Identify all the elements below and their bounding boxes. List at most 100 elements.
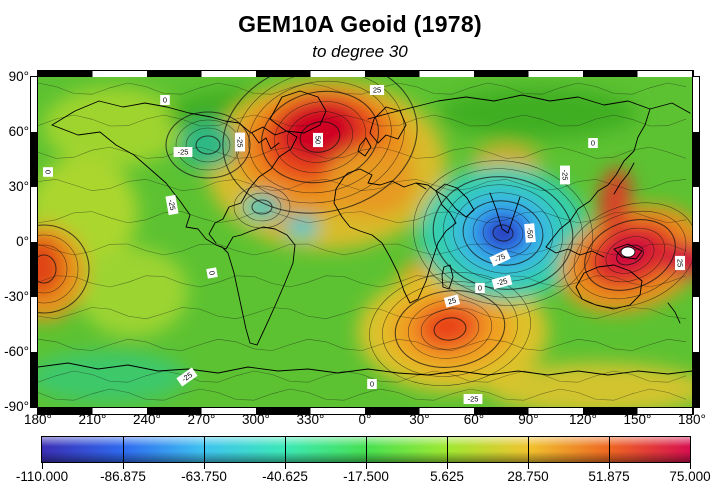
contour-ring [595, 227, 665, 283]
geoid-anomaly-blob [78, 247, 188, 337]
geoid-anomaly-blob [38, 351, 188, 403]
contour-ring [38, 234, 79, 304]
contour-ring [242, 192, 282, 222]
colorbar-tick-label: -17.500 [343, 469, 389, 484]
contour-ring [452, 192, 554, 274]
x-axis-tick-label: 270° [187, 412, 216, 427]
contour-label-box [443, 294, 461, 308]
colorbar-tick-label: 5.625 [430, 469, 464, 484]
colorbar-tick-line [528, 436, 529, 463]
contour-label-text: 0 [370, 380, 374, 389]
coastline [369, 106, 407, 144]
geoid-anomaly-blob [38, 237, 64, 297]
colorbar-tick-mark [204, 463, 205, 469]
y-axis-tick-label: -30° [4, 289, 29, 304]
contour-label-text: -25 [468, 395, 479, 404]
colorbar-tick-line [447, 436, 448, 463]
contour-ring [38, 244, 68, 294]
contour-label-text: -25 [236, 137, 245, 148]
x-axis-tick-label: 180° [678, 412, 706, 427]
contour-ring [222, 77, 418, 214]
map-frame-bottom [37, 407, 694, 415]
geoid-anomaly-blob [279, 100, 359, 162]
contour-label-box [369, 85, 385, 95]
contour-ring [492, 224, 514, 242]
contour-label-box [475, 283, 485, 293]
geoid-anomaly-blob [429, 312, 465, 340]
colorbar-tick-label: 75.000 [669, 469, 711, 484]
colorbar-tick-label: -40.625 [262, 469, 308, 484]
colorbar-tick-line [123, 436, 124, 463]
contour-label-box [206, 267, 218, 279]
y-axis-tick-label: 90° [8, 69, 29, 84]
contour-label-box [160, 95, 170, 105]
contour-ring [605, 236, 655, 274]
contour-ring [299, 121, 341, 153]
contour-label: -50 [524, 223, 536, 243]
contour-label: 0 [43, 167, 53, 177]
contour-label-box [675, 255, 685, 271]
contour-label-text: -25 [496, 276, 509, 287]
contour-label: 25 [369, 85, 385, 95]
coastline [38, 362, 692, 376]
contour-line [38, 307, 687, 320]
y-axis-tick-label: 0° [16, 234, 29, 249]
colorbar-tick-line [609, 436, 610, 463]
geoid-anomaly-blob [438, 87, 638, 139]
geoid-max-marker [620, 246, 636, 258]
colorbar-tick-mark [123, 463, 124, 469]
contour-ring [462, 200, 544, 266]
contour-ring [413, 160, 593, 306]
colorbar-tick-mark [42, 463, 43, 469]
contour-label: -75 [489, 249, 511, 267]
y-axis-tick-label: -60° [4, 344, 29, 359]
contour-label-text: -50 [525, 227, 535, 239]
contour-label-text: 25 [676, 259, 685, 267]
contour-label-text: 0 [591, 139, 595, 148]
x-axis-tick-label: 120° [569, 412, 597, 427]
geoid-anomaly-blob [178, 121, 238, 169]
x-axis-tick-label: 300° [242, 412, 270, 427]
page-title: GEM10A Geoid (1978) [238, 11, 482, 37]
contour-ring [195, 135, 221, 155]
contour-label-box [489, 249, 511, 267]
contour-ring [38, 254, 57, 284]
colorbar-tick-label: 28.750 [507, 469, 549, 484]
contour-ring [563, 202, 692, 308]
coastline [357, 137, 372, 157]
contour-ring [423, 168, 583, 298]
y-axis-tick-label: 60° [8, 124, 29, 139]
contour-label: -25 [176, 367, 198, 387]
contour-label-box [560, 165, 570, 185]
colorbar-tick-mark [528, 463, 529, 469]
contour-ring [233, 185, 291, 229]
contour-label: -25 [165, 194, 179, 216]
coastline [441, 264, 454, 290]
contour-ring [382, 281, 518, 377]
contour-label-box [524, 223, 536, 243]
coastline [251, 132, 280, 150]
colorbar-tick-label: -63.750 [181, 469, 227, 484]
contour-label: 0 [367, 379, 377, 389]
colorbar-tick-mark [447, 463, 448, 469]
contour-line [38, 243, 687, 256]
map-frame-left [30, 76, 38, 408]
contour-label: 50 [313, 132, 323, 148]
contour-line [38, 388, 687, 401]
colorbar-tick-mark [366, 463, 367, 469]
geoid-field-blobs [38, 80, 692, 407]
coastline [333, 176, 457, 304]
contour-line [38, 82, 687, 95]
contour-label: -25 [235, 132, 245, 152]
map-area: 25 0 0 50 -25 -25 -25 -25 0 0 -75 -50 -25 0 25 25 -25 0 -2… [38, 77, 692, 407]
contour-ring [482, 216, 524, 250]
contour-label-box [367, 379, 377, 389]
coastline [435, 183, 475, 218]
contour-label-text: -25 [167, 199, 178, 211]
geoid-anomaly-blob [598, 167, 632, 231]
coastline [489, 192, 521, 234]
contour-label-box [491, 274, 513, 290]
contour-ring [274, 101, 366, 173]
colorbar-tick-label: -110.000 [15, 469, 69, 484]
